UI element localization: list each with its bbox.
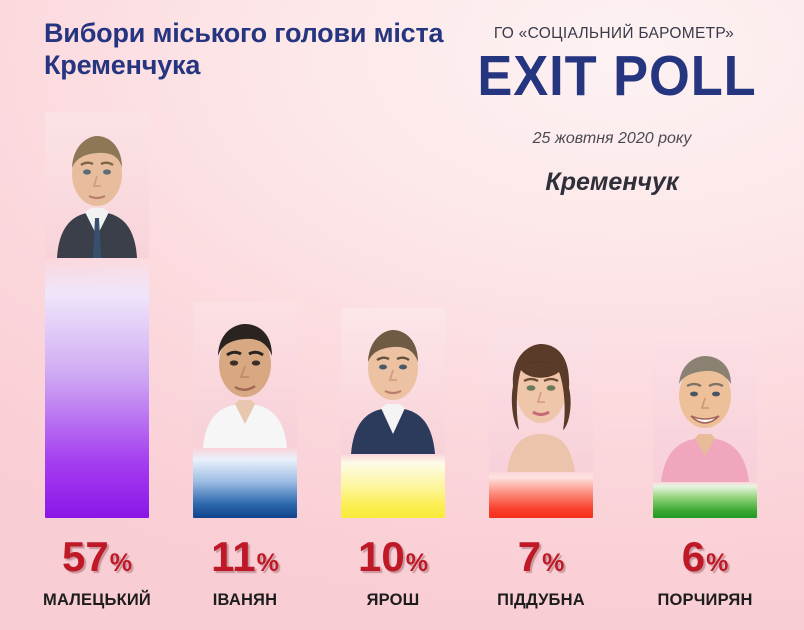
candidate-bar xyxy=(341,454,445,518)
candidate-photo xyxy=(489,326,593,472)
candidate-name: ПІДДУБНА xyxy=(497,591,585,609)
candidate-percent: 7% xyxy=(517,533,565,580)
candidate-percent: 57% xyxy=(62,533,132,580)
candidate-photo xyxy=(193,302,297,448)
candidate-name: МАЛЕЦЬКИЙ xyxy=(43,591,151,609)
candidate-bar xyxy=(489,472,593,518)
organization-label: ГО «СОЦІАЛЬНИЙ БАРОМЕТР» xyxy=(493,25,735,42)
poll-date: 25 жовтня 2020 року xyxy=(532,130,692,147)
bar-stack xyxy=(170,302,320,518)
candidate-percent: 10% xyxy=(358,533,428,580)
candidate-name: ЯРОШ xyxy=(366,591,420,609)
candidate-name: ПОРЧИРЯН xyxy=(657,591,753,609)
exit-poll-heading: EXIT POLL xyxy=(477,44,757,108)
candidate-name: ІВАНЯН xyxy=(212,591,278,609)
candidate-percent: 11% xyxy=(211,533,279,580)
candidate-photo xyxy=(653,336,757,482)
page-title: Вибори міського голови міста Кременчука xyxy=(44,18,444,80)
poll-city: Кременчук xyxy=(545,168,679,196)
bar-stack xyxy=(620,336,790,518)
candidate-bar xyxy=(193,448,297,518)
candidate-percent: 6% xyxy=(681,533,729,580)
bar-stack xyxy=(318,306,468,518)
bar-stack xyxy=(22,112,172,518)
candidate-bar xyxy=(653,482,757,518)
candidate-photo xyxy=(341,308,445,454)
candidate-bar xyxy=(45,258,149,518)
bar-stack xyxy=(466,326,616,518)
candidate-photo xyxy=(45,112,149,258)
